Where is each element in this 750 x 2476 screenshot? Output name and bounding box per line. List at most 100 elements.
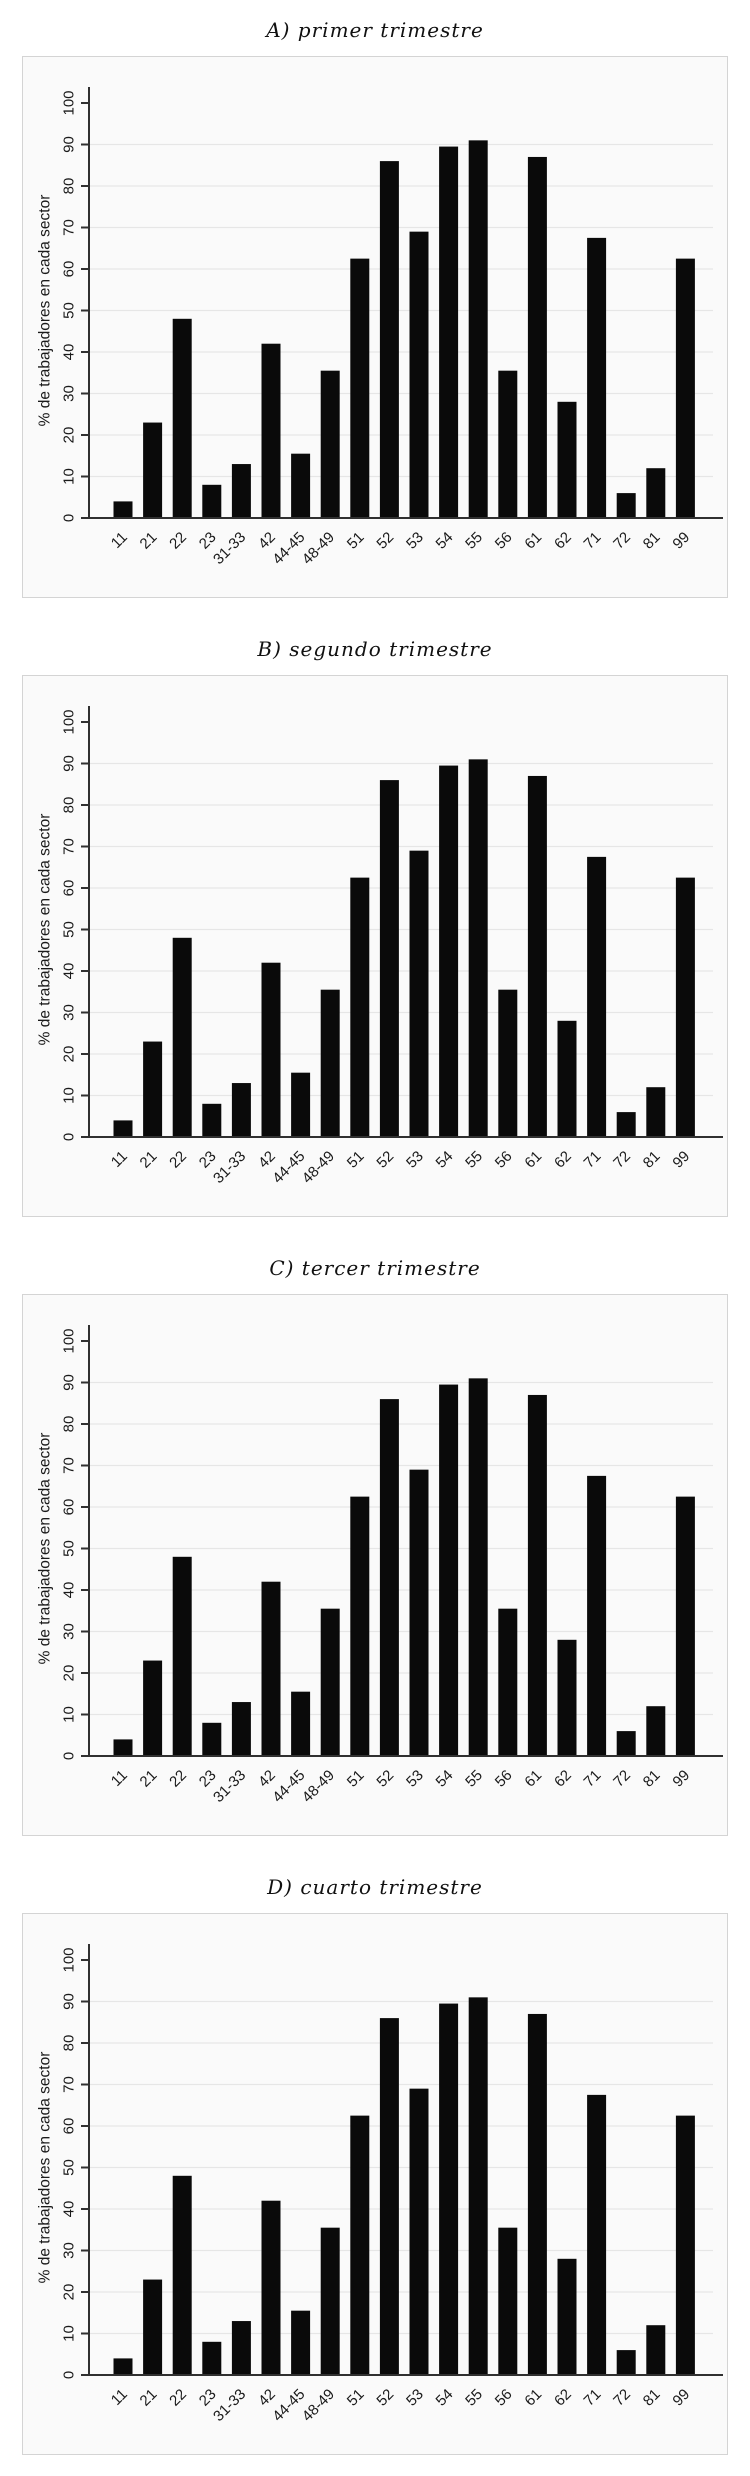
- bar: [231, 2321, 251, 2375]
- x-category-label: 56: [492, 1148, 516, 1172]
- bar: [350, 258, 370, 518]
- chart-plot-region: 11 21 22 23 31-33 42 44-45 48-49 51 52 53 54 55 56 61 6…: [22, 675, 728, 1217]
- chart-panel-b: B) segundo trimestre 11 21 22 23 31-33 42 44-4…: [0, 619, 750, 1238]
- chart-title: B) segundo trimestre: [257, 637, 493, 661]
- x-category-label: 55: [462, 1148, 486, 1172]
- x-category-label: 52: [373, 529, 397, 553]
- bar: [291, 1691, 311, 1756]
- bar: [143, 1660, 163, 1756]
- x-category-label: 11: [108, 1148, 131, 1171]
- y-tick-label: 60: [61, 2118, 78, 2135]
- y-tick-label: 90: [61, 755, 78, 772]
- x-category-label: 51: [344, 1148, 368, 1172]
- bar: [143, 2279, 163, 2375]
- y-tick-label: 80: [61, 2035, 78, 2052]
- bar: [675, 258, 695, 518]
- chart-title: C) tercer trimestre: [269, 1256, 481, 1280]
- bar: [350, 877, 370, 1137]
- y-tick-label: 10: [61, 468, 78, 485]
- x-category-label: 21: [137, 529, 161, 553]
- x-category-label: 56: [492, 529, 516, 553]
- y-axis-title: % de trabajadores en cada sector: [37, 2052, 54, 2284]
- x-category-label: 52: [373, 1148, 397, 1172]
- bar: [172, 2175, 192, 2375]
- x-category-label: 99: [669, 2386, 693, 2410]
- x-category-label: 71: [581, 529, 605, 553]
- x-category-label: 54: [433, 1767, 457, 1791]
- x-category-label: 99: [669, 1767, 693, 1791]
- y-tick-label: 0: [61, 2371, 78, 2379]
- bar: [409, 231, 429, 518]
- bar: [113, 1120, 133, 1137]
- bar: [646, 1706, 666, 1756]
- y-tick-label: 30: [61, 2242, 78, 2259]
- bar: [113, 1739, 133, 1756]
- x-category-label: 99: [669, 529, 693, 553]
- y-tick-label: 70: [61, 2076, 78, 2093]
- y-tick-label: 60: [61, 261, 78, 278]
- bar: [409, 2088, 429, 2375]
- bar: [587, 237, 607, 518]
- bar: [468, 140, 488, 518]
- x-category-label: 61: [521, 2386, 545, 2410]
- bar: [261, 962, 281, 1137]
- x-category-label: 54: [433, 1148, 457, 1172]
- x-category-label: 54: [433, 2386, 457, 2410]
- y-tick-label: 50: [61, 302, 78, 319]
- bar: [439, 2003, 459, 2375]
- y-tick-label: 90: [61, 1374, 78, 1391]
- bar: [231, 1083, 251, 1137]
- bar: [320, 1608, 340, 1756]
- x-category-label: 55: [462, 529, 486, 553]
- x-category-label: 81: [640, 2386, 664, 2410]
- x-category-label: 22: [166, 529, 190, 553]
- bar: [616, 493, 636, 518]
- x-category-label: 44-45: [269, 1148, 308, 1187]
- bar: [379, 1399, 399, 1756]
- x-category-label: 52: [373, 1767, 397, 1791]
- bar: [202, 1722, 222, 1756]
- bar: [527, 775, 547, 1137]
- chart-plot-region: 11 21 22 23 31-33 42 44-45 48-49 51 52 53 54 55 56 61 6…: [22, 1294, 728, 1836]
- y-axis-title: % de trabajadores en cada sector: [37, 195, 54, 427]
- x-category-label: 53: [403, 1148, 427, 1172]
- chart-title: D) cuarto trimestre: [267, 1875, 483, 1899]
- bar: [646, 1087, 666, 1137]
- y-tick-label: 50: [61, 1540, 78, 1557]
- x-category-label: 72: [610, 1767, 634, 1791]
- x-category-label: 44-45: [269, 529, 308, 568]
- y-tick-label: 80: [61, 178, 78, 195]
- bar: [202, 1103, 222, 1137]
- bar: [557, 1020, 577, 1137]
- x-category-label: 61: [521, 1767, 545, 1791]
- x-category-label: 48-49: [299, 1767, 338, 1806]
- bar: [527, 1394, 547, 1756]
- x-category-label: 11: [108, 2386, 131, 2409]
- y-tick-label: 30: [61, 1004, 78, 1021]
- x-category-label: 22: [166, 2386, 190, 2410]
- bar: [527, 156, 547, 518]
- bar: [320, 989, 340, 1137]
- x-category-label: 81: [640, 529, 664, 553]
- y-tick-label: 100: [61, 1328, 78, 1353]
- x-category-label: 31-33: [210, 1767, 249, 1806]
- bar: [261, 1581, 281, 1756]
- x-category-label: 11: [108, 1767, 131, 1790]
- chart-plot-region: 11 21 22 23 31-33 42 44-45 48-49 51 52 53 54 55 56 61 6…: [22, 56, 728, 598]
- bar: [587, 2094, 607, 2375]
- chart-plot-region: 11 21 22 23 31-33 42 44-45 48-49 51 52 53 54 55 56 61 6…: [22, 1913, 728, 2455]
- y-tick-label: 100: [61, 709, 78, 734]
- bar: [439, 765, 459, 1137]
- x-category-label: 51: [344, 1767, 368, 1791]
- bar: [172, 1556, 192, 1756]
- bar: [587, 856, 607, 1137]
- y-tick-label: 0: [61, 1752, 78, 1760]
- bar: [675, 877, 695, 1137]
- x-category-label: 62: [551, 1767, 575, 1791]
- x-category-label: 81: [640, 1767, 664, 1791]
- x-category-label: 31-33: [210, 529, 249, 568]
- bar: [468, 1378, 488, 1756]
